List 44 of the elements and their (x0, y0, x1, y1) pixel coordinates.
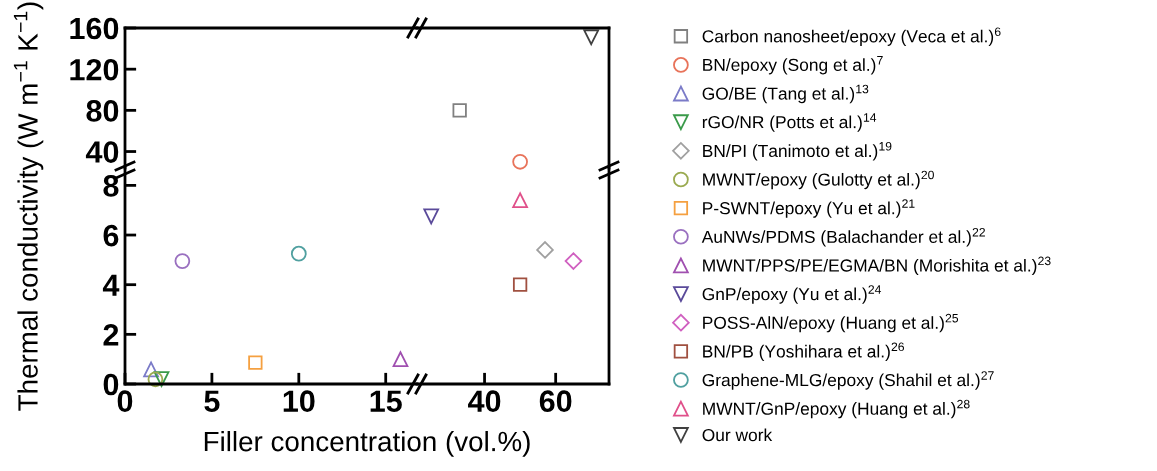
legend-label: BN/epoxy (Song et al.)$^{7}$ (703, 56, 883, 75)
point (248, 355, 263, 370)
legend-label: MWNT/epoxy (Gulotty et al.)$^{20}$ (703, 170, 934, 190)
legend-label: rGO/NR (Potts et al.)$^{14}$ (702, 113, 877, 132)
y-axis-title: Thermal conductivity (W m$^{−1}$ K$^{−1}$) (13, 2, 44, 411)
legend-label: Graphene-MLG/epoxy (Shahil et al.)$^{27}$ (702, 371, 994, 390)
legend-label: BN/PB (Yoshihara et al.)$^{26}$ (703, 342, 905, 361)
x-axis-title: Filler concentration (vol.%) (204, 430, 530, 457)
x-tick-label: 40 (468, 390, 501, 412)
y-tick-label: 6 (103, 224, 119, 247)
y-tick-label: 8 (103, 175, 119, 197)
point (564, 252, 583, 270)
y-tick-label: 160 (70, 17, 119, 40)
point (512, 192, 528, 209)
y-tick-label: 2 (103, 324, 119, 346)
y-tick-label: 4 (102, 274, 120, 296)
point (174, 253, 191, 269)
point (290, 245, 307, 262)
legend-label: AuNWs/PDMS (Balachander et al.)$^{22}$ (701, 227, 985, 247)
legend-label: MWNT/PPS/PE/EGMA/BN (Morishita et al.)$^{23}$ (703, 256, 1051, 276)
legend-label: GO/BE (Tang et al.)$^{13}$ (702, 84, 869, 104)
point (143, 361, 159, 378)
point (512, 277, 528, 292)
x-tick-label: 5 (204, 390, 220, 412)
point (536, 241, 554, 259)
legend-label: MWNT/GnP/epoxy (Huang et al.)$^{28}$ (703, 399, 970, 419)
point (147, 371, 164, 388)
x-tick-label: 60 (539, 390, 572, 412)
y-tick-label: 120 (70, 58, 119, 81)
legend-label: Carbon nanosheet/epoxy (Veca et al.)$^{6}$ (702, 27, 1001, 46)
x-tick-label: 10 (283, 390, 315, 412)
legend-label: GnP/epoxy (Yu et al.)$^{24}$ (702, 285, 882, 304)
x-tick-label: 0 (117, 390, 133, 412)
x-tick-label: 15 (370, 390, 402, 412)
y-tick-label: 40 (85, 141, 119, 163)
point (423, 208, 440, 225)
y-tick-label: 0 (103, 373, 119, 396)
point (392, 351, 409, 368)
legend-label: POSS-AlN/epoxy (Huang et al.)$^{25}$ (703, 313, 959, 333)
legend-label: BN/PI (Tanimoto et al.)$^{19}$ (703, 141, 892, 161)
point (153, 371, 170, 387)
legend-label: Our work (702, 428, 773, 442)
y-tick-label: 80 (86, 100, 119, 122)
legend-label: P-SWNT/epoxy (Yu et al.)$^{21}$ (703, 199, 915, 218)
